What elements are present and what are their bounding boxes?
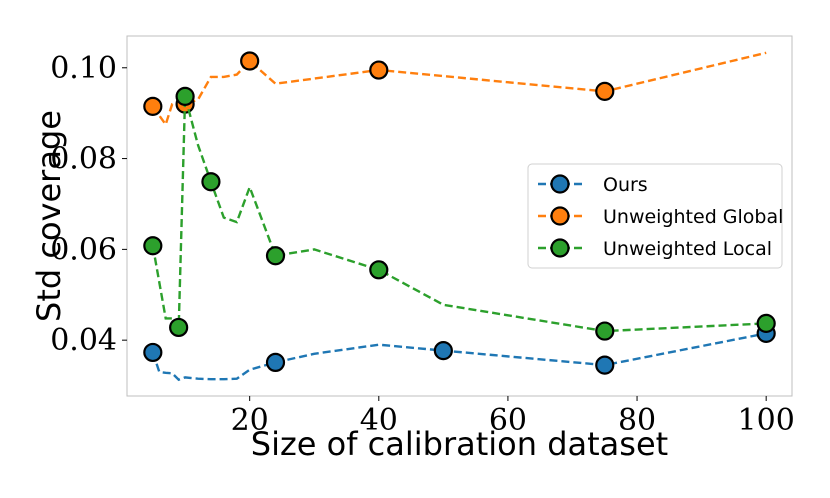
x-tick-label: 60 — [489, 403, 527, 438]
y-tick-label: 0.04 — [50, 323, 117, 358]
series-layer — [143, 51, 776, 382]
x-tick-label: 20 — [231, 403, 269, 438]
x-tick-label: 80 — [618, 403, 656, 438]
x-axis-label: Size of calibration dataset — [251, 425, 668, 463]
ticks-layer: 20 40 60 80 100 0.04 0.06 0.08 0.10 — [50, 51, 795, 438]
legend-label-ours: Ours — [603, 174, 648, 196]
data-point-unweighted-local — [175, 86, 195, 106]
legend-marker-unweighted-local — [550, 238, 570, 258]
series-line-ours — [151, 332, 767, 382]
legend-marker-unweighted-global — [550, 206, 570, 226]
x-tick-label: 40 — [360, 403, 398, 438]
data-point-ours — [433, 341, 453, 361]
y-tick-label: 0.08 — [50, 142, 117, 177]
data-point-unweighted-global — [369, 60, 389, 80]
data-point-unweighted-local — [265, 246, 286, 266]
data-point-unweighted-local — [143, 236, 163, 256]
data-point-unweighted-global — [240, 51, 260, 71]
y-axis-label: Std coverage — [30, 110, 68, 322]
legend-marker-ours — [550, 174, 570, 194]
y-tick-label: 0.10 — [50, 51, 117, 86]
data-point-unweighted-global — [143, 96, 163, 116]
legend-box — [527, 163, 783, 269]
y-tick-label: 0.06 — [50, 232, 117, 267]
series-ours — [143, 323, 776, 382]
data-point-unweighted-local — [369, 260, 389, 280]
series-line-unweighted-global — [151, 51, 767, 128]
data-point-unweighted-global — [595, 81, 615, 101]
legend: Ours Unweighted Global Unweighted Local — [527, 163, 783, 269]
data-point-unweighted-local — [756, 313, 776, 333]
legend-label-unweighted-global: Unweighted Global — [603, 206, 783, 228]
data-point-unweighted-local — [169, 317, 189, 338]
plot-frame — [126, 35, 793, 397]
series-unweighted-local — [143, 86, 776, 341]
legend-label-unweighted-local: Unweighted Local — [603, 238, 772, 260]
data-point-ours — [595, 355, 615, 375]
x-tick-label: 100 — [738, 403, 795, 438]
data-point-unweighted-local — [201, 172, 221, 192]
data-point-unweighted-local — [595, 321, 615, 341]
series-unweighted-global — [143, 51, 767, 128]
data-point-ours — [143, 342, 163, 363]
data-point-ours — [265, 352, 286, 373]
